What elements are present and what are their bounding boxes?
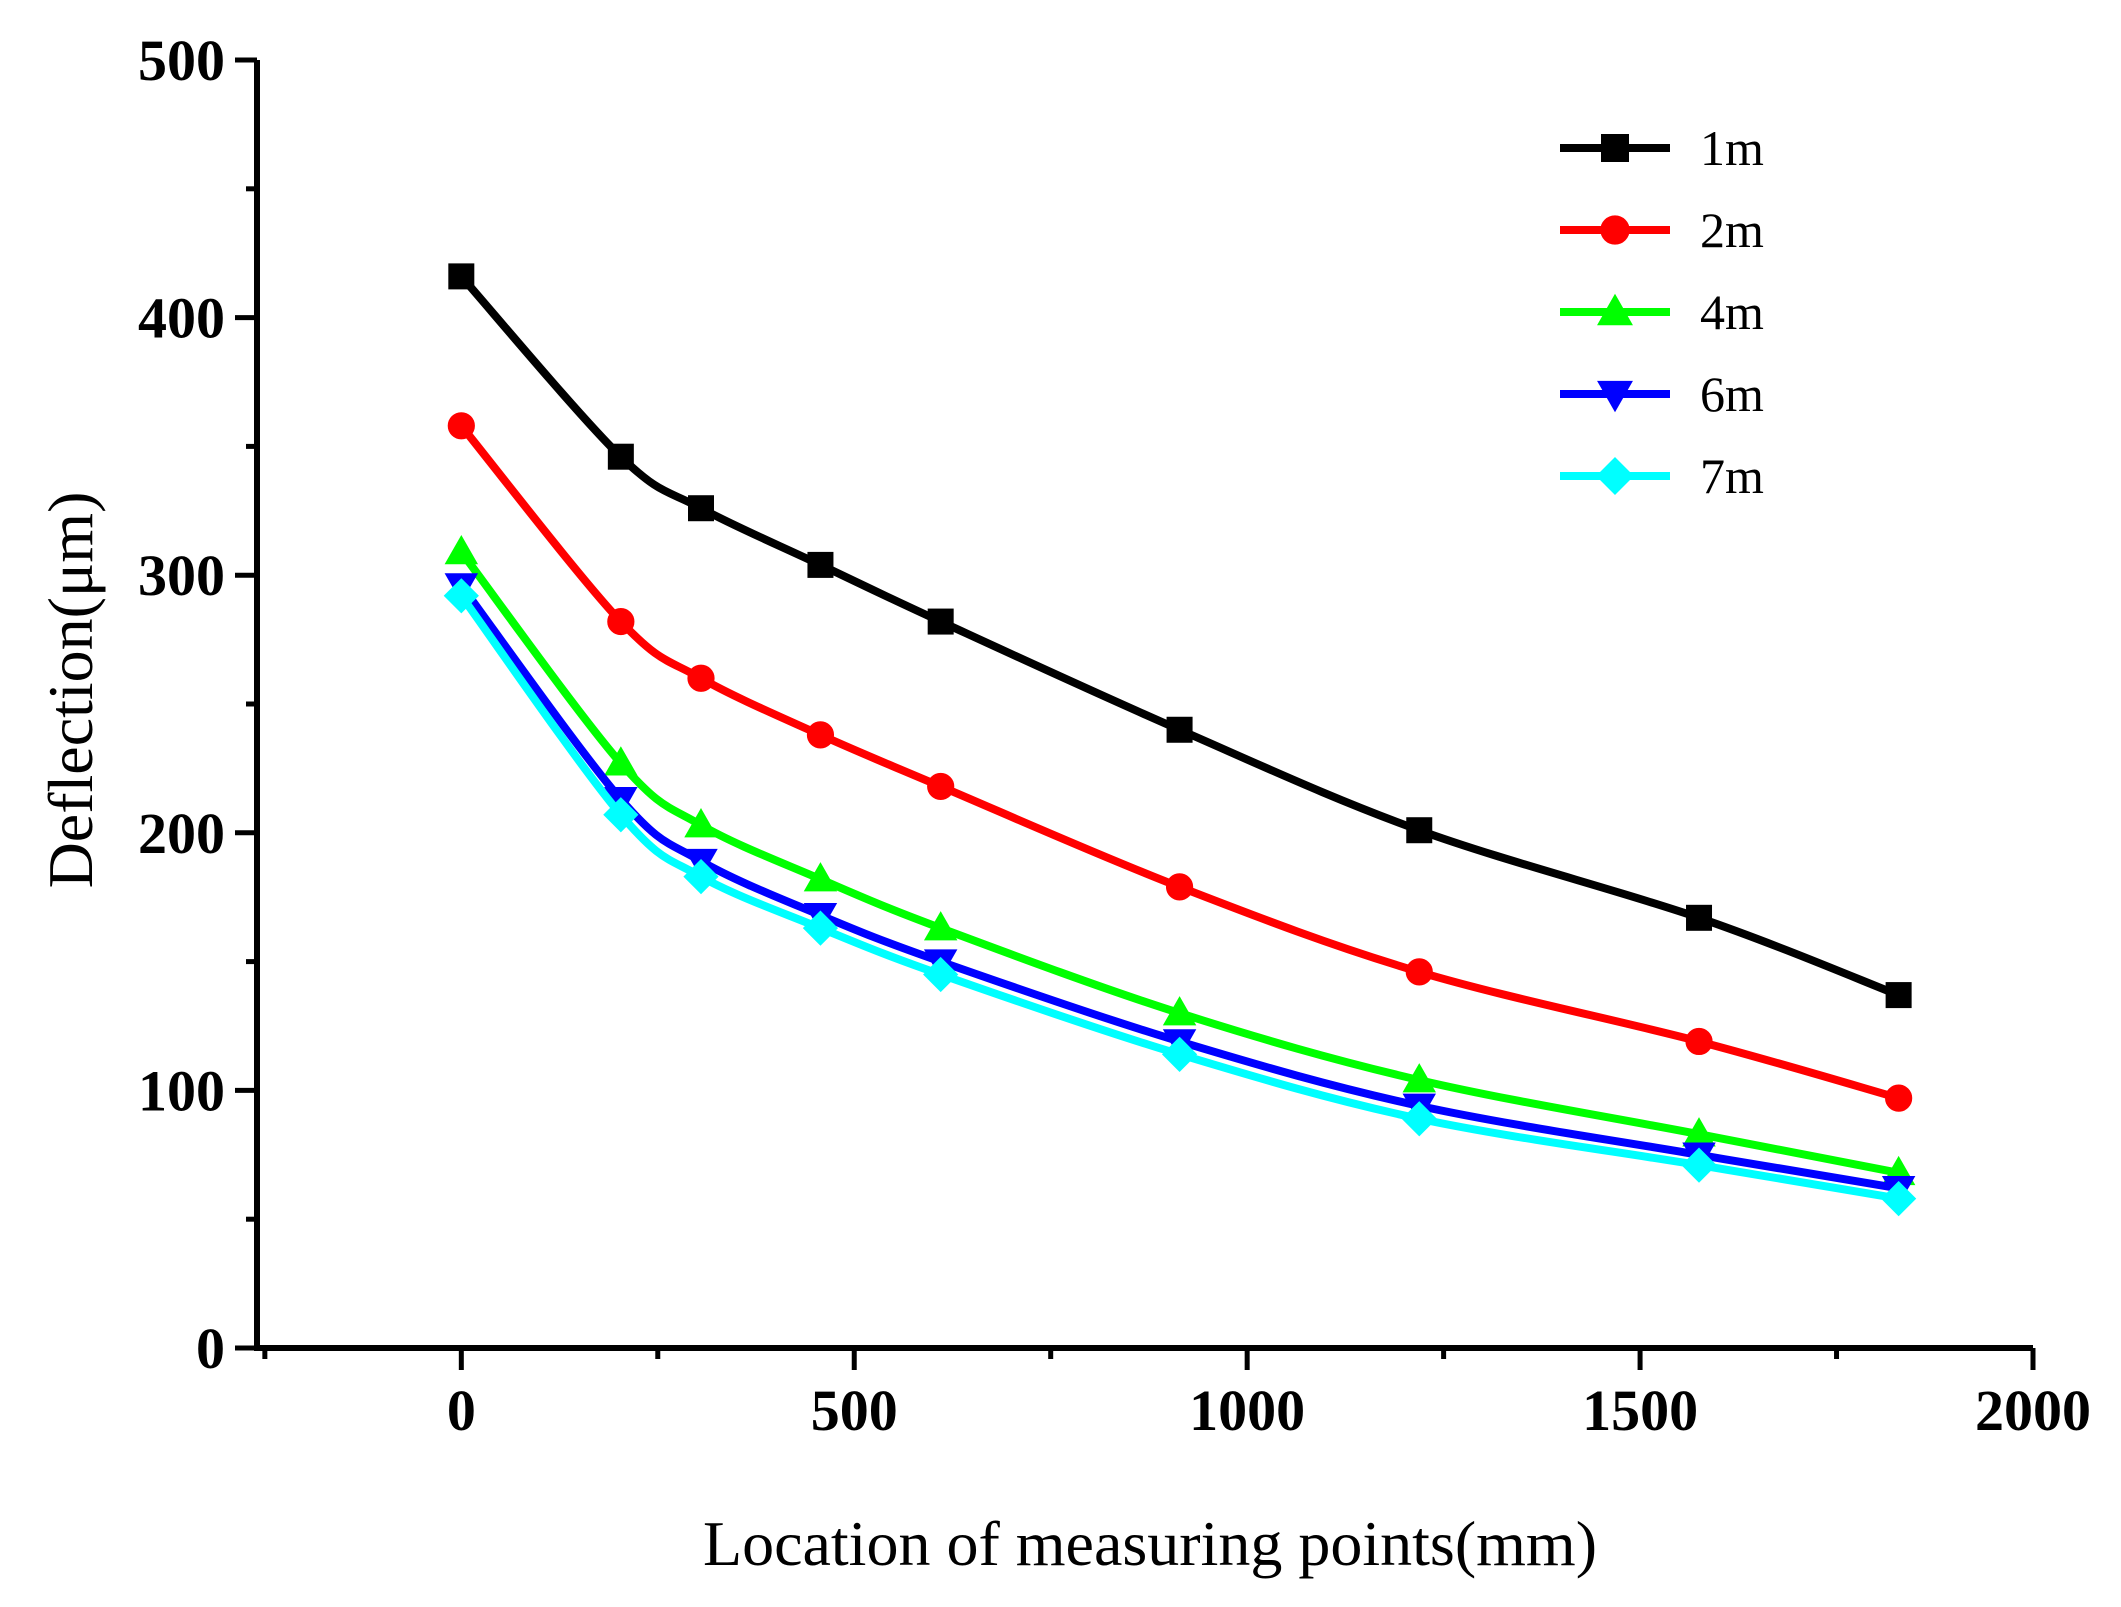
y-tick-label: 300 bbox=[138, 543, 225, 608]
legend-marker-4m bbox=[1597, 293, 1633, 326]
legend-label-2m: 2m bbox=[1700, 202, 1764, 258]
data-point-4m bbox=[923, 911, 958, 941]
y-tick-label: 400 bbox=[138, 286, 225, 351]
series-layer bbox=[443, 263, 1917, 1217]
data-point-2m bbox=[1685, 1027, 1713, 1056]
data-point-7m bbox=[683, 858, 719, 895]
data-point-7m bbox=[1681, 1147, 1717, 1183]
series-line-2m bbox=[458, 423, 1900, 1102]
data-point-4m bbox=[1402, 1063, 1436, 1093]
data-point-4m bbox=[604, 746, 638, 776]
data-point-2m bbox=[1405, 958, 1433, 986]
data-point-2m bbox=[447, 412, 475, 440]
data-point-4m bbox=[1162, 996, 1197, 1026]
data-point-7m bbox=[923, 956, 959, 993]
data-point-4m bbox=[444, 535, 479, 565]
data-point-2m bbox=[927, 772, 955, 801]
legend-item-6m: 6m bbox=[1560, 366, 1764, 422]
y-tick-label: 100 bbox=[138, 1058, 225, 1123]
x-axis-title: Location of measuring points(mm) bbox=[703, 1508, 1597, 1579]
x-tick-label: 2000 bbox=[1975, 1378, 2091, 1443]
plot-axes: 0 100 200 300 400 500 0 500 1000 1500 2000 bbox=[138, 28, 2091, 1443]
x-tick-label: 500 bbox=[811, 1378, 898, 1443]
y-tick-label: 0 bbox=[196, 1316, 225, 1381]
legend-label-4m: 4m bbox=[1700, 284, 1764, 340]
legend-marker-7m bbox=[1596, 457, 1634, 495]
series-1m bbox=[448, 263, 1912, 1009]
series-line-7m bbox=[458, 593, 1900, 1203]
legend-label-6m: 6m bbox=[1700, 366, 1764, 422]
series-line-6m bbox=[458, 583, 1900, 1193]
data-point-1m bbox=[807, 551, 834, 578]
data-point-2m bbox=[1885, 1084, 1913, 1112]
legend-item-4m: 4m bbox=[1560, 284, 1764, 340]
series-7m bbox=[443, 578, 1917, 1217]
x-tick-label: 1000 bbox=[1189, 1378, 1305, 1443]
y-axis-title: Deflection(μm) bbox=[35, 492, 106, 889]
legend-label-1m: 1m bbox=[1700, 120, 1764, 176]
legend-label-7m: 7m bbox=[1700, 448, 1764, 504]
data-point-4m bbox=[684, 808, 718, 838]
series-2m bbox=[447, 412, 1913, 1112]
data-point-7m bbox=[1401, 1101, 1437, 1137]
data-point-1m bbox=[607, 443, 634, 470]
legend: 1m 2m 4m 6m 7m bbox=[1560, 120, 1764, 504]
data-point-7m bbox=[802, 910, 839, 946]
x-tick-label: 0 bbox=[447, 1378, 476, 1443]
data-point-1m bbox=[448, 263, 475, 290]
series-line-4m bbox=[458, 549, 1900, 1177]
legend-marker-6m bbox=[1597, 380, 1633, 413]
series-4m bbox=[444, 535, 1916, 1186]
data-point-1m bbox=[1885, 982, 1912, 1009]
data-point-1m bbox=[688, 495, 714, 522]
data-point-1m bbox=[1686, 904, 1713, 931]
legend-item-7m: 7m bbox=[1560, 448, 1764, 504]
data-point-7m bbox=[1161, 1036, 1198, 1072]
data-point-2m bbox=[1165, 873, 1194, 901]
x-tick-label: 1500 bbox=[1582, 1378, 1698, 1443]
data-point-1m bbox=[927, 608, 954, 635]
data-point-7m bbox=[1881, 1180, 1917, 1217]
legend-marker-2m bbox=[1600, 215, 1630, 245]
data-point-1m bbox=[1406, 817, 1433, 844]
legend-marker-1m bbox=[1601, 134, 1629, 162]
data-point-1m bbox=[1166, 716, 1193, 743]
data-point-7m bbox=[603, 797, 639, 833]
legend-item-1m: 1m bbox=[1560, 120, 1764, 176]
data-point-2m bbox=[806, 721, 835, 749]
legend-item-2m: 2m bbox=[1560, 202, 1764, 258]
data-point-4m bbox=[803, 862, 838, 892]
data-point-2m bbox=[687, 664, 715, 692]
series-line-1m bbox=[458, 273, 1901, 999]
data-point-7m bbox=[443, 578, 479, 614]
y-tick-label: 500 bbox=[138, 28, 225, 93]
y-tick-label: 200 bbox=[138, 801, 225, 866]
data-point-2m bbox=[607, 607, 635, 636]
